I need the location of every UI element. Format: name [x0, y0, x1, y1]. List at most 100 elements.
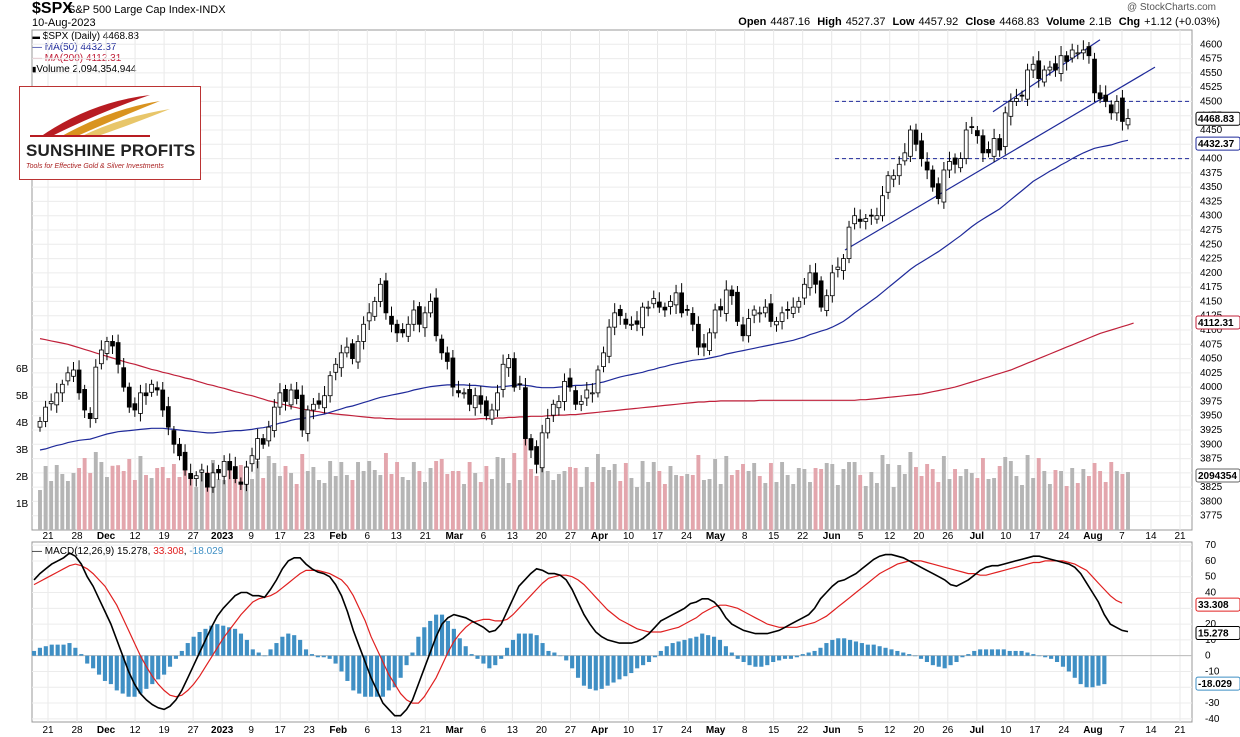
candle-body — [902, 152, 908, 162]
volume-bar — [713, 459, 718, 530]
macd-value: 15.278 — [117, 546, 148, 557]
macd-hist-bar — [292, 635, 297, 656]
macd-hist-bar — [942, 655, 947, 669]
volume-bar — [138, 456, 143, 530]
x-tick-label-macd: Jul — [970, 725, 985, 736]
volume-bar — [662, 484, 667, 530]
volume-bar — [1042, 471, 1047, 530]
macd-hist-bar — [386, 655, 391, 691]
macd-hist-badge-box — [1195, 676, 1240, 691]
candle-body — [126, 386, 132, 408]
candle-body — [556, 401, 562, 409]
macd-hist-bar — [552, 652, 557, 656]
macd-hist-bar — [871, 644, 876, 656]
volume-bar — [869, 472, 874, 530]
macd-hist-bar — [930, 655, 935, 666]
macd-hist-bar — [611, 655, 616, 683]
macd-hist-bar — [587, 655, 592, 689]
volume-bar — [646, 482, 651, 530]
candle-body — [238, 481, 244, 485]
volume-bar — [718, 484, 723, 530]
candle-body — [612, 312, 618, 328]
candle-body — [623, 318, 629, 325]
candle-body — [924, 161, 930, 171]
volume-bar — [166, 478, 171, 530]
candle-body — [355, 341, 361, 363]
candle-body — [433, 297, 439, 337]
x-tick-label-macd: 23 — [304, 725, 316, 736]
volume-bar — [155, 468, 160, 530]
candle-body — [617, 309, 623, 317]
macd-hist-bar — [641, 655, 646, 666]
macd-hist-bar — [794, 655, 799, 658]
x-tick-label: 8 — [742, 531, 748, 542]
macd-hist-bar — [256, 652, 261, 656]
volume-bar — [350, 480, 355, 530]
candle-body — [338, 352, 344, 369]
candle-body — [484, 400, 489, 417]
y-tick-label: 4200 — [1200, 268, 1223, 279]
volume-tick-label: 1B — [16, 499, 29, 510]
volume-bar — [462, 484, 466, 530]
candle-body — [584, 389, 590, 399]
volume-bar — [188, 474, 193, 530]
macd-hist-bar — [1066, 655, 1071, 672]
candle-body — [762, 306, 768, 314]
candle-body — [389, 315, 394, 325]
volume-bar — [908, 452, 913, 530]
candle-body — [975, 130, 980, 137]
macd-hist-bar — [380, 655, 385, 697]
macd-hist-bar — [800, 654, 805, 656]
volume-bar — [54, 465, 59, 530]
volume-bar — [986, 479, 991, 530]
volume-bar — [467, 462, 472, 530]
candle-body — [701, 343, 707, 348]
macd-hist-bar — [558, 655, 563, 657]
volume-bar — [144, 475, 148, 530]
macd-hist-bar — [1013, 650, 1018, 656]
candle-body — [1103, 94, 1109, 102]
volume-bar — [211, 460, 215, 530]
volume-tick-label: 6B — [16, 364, 29, 375]
macd-hist-bar — [1102, 655, 1107, 685]
y-tick-label: 4075 — [1200, 339, 1223, 350]
candle-body — [511, 358, 517, 388]
symbol-title: $SPX — [32, 0, 73, 17]
candle-body — [461, 392, 467, 395]
volume-bar — [685, 474, 690, 530]
candle-body — [779, 312, 785, 322]
y-tick-label: 3950 — [1200, 411, 1223, 422]
candle-body — [489, 409, 495, 420]
candle-body — [444, 352, 450, 362]
macd-hist-bar — [865, 644, 870, 656]
volume-bar — [886, 464, 891, 530]
volume-bar — [780, 462, 785, 530]
macd-hist-bar — [410, 652, 415, 656]
x-tick-label: Apr — [591, 531, 608, 542]
x-tick-label: 9 — [248, 531, 254, 542]
x-tick-label-macd: 15 — [768, 725, 780, 736]
volume-bar — [590, 482, 595, 530]
macd-hist-bar — [475, 655, 480, 659]
candle-body — [400, 329, 406, 334]
macd-y-tick: 10 — [1205, 635, 1217, 646]
index-name-text: S&P 500 Large Cap Index — [68, 4, 196, 16]
candle-body — [1041, 69, 1047, 83]
x-tick-label: 7 — [1119, 531, 1125, 542]
volume-bar — [640, 461, 645, 530]
macd-hist-bar — [339, 655, 344, 672]
volume-bar — [980, 458, 985, 530]
volume-badge-box — [1195, 468, 1240, 483]
candle-body — [1097, 92, 1103, 99]
chg-label: Chg — [1118, 16, 1141, 28]
ma200-badge: 4112.31 — [1195, 315, 1240, 330]
volume-bar — [757, 476, 762, 530]
candle-body — [366, 312, 372, 322]
candle-body — [361, 323, 366, 342]
candle-body — [790, 306, 796, 314]
candle-body — [121, 367, 127, 388]
volume-bar — [1075, 483, 1080, 530]
moving-averages — [39, 139, 1134, 451]
chg-value: +1.12 (+0.03%) — [1144, 16, 1220, 28]
candle-body — [947, 161, 952, 171]
